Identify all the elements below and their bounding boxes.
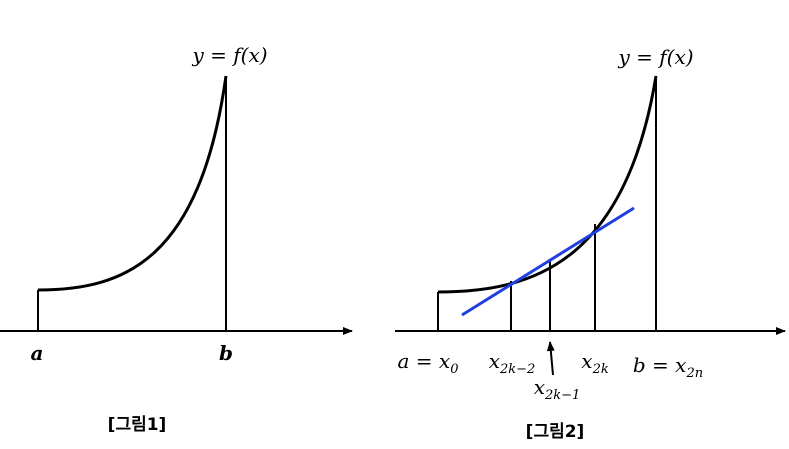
curve-label: y = f(x) (617, 45, 693, 69)
point-label: b = x2n (633, 353, 703, 381)
curve-label: y = f(x) (191, 43, 267, 67)
label-base: x (489, 349, 500, 373)
curve (437, 75, 658, 294)
label-sub: 2n (685, 366, 703, 381)
point-label: a = x0 (398, 349, 459, 377)
label-b: b (219, 341, 233, 365)
point-label: x2k (581, 349, 609, 377)
pointer-arrow (546, 341, 555, 376)
caption: [그림1] (108, 415, 167, 435)
figure-2 (395, 75, 786, 376)
caption: [그림2] (526, 422, 585, 442)
label-base: x (581, 349, 592, 373)
label-sub: 2k−2 (499, 362, 535, 377)
figure-1 (0, 75, 353, 335)
label-a: a (31, 341, 44, 365)
tangent-line (461, 206, 635, 317)
label-base: a = x (398, 349, 451, 373)
curve (37, 75, 228, 292)
label-sub: 0 (450, 362, 458, 377)
point-label: x2k−1 (534, 375, 581, 403)
point-label: x2k−2 (489, 349, 536, 377)
label-base: x (534, 375, 545, 399)
label-base: b = x (633, 353, 687, 377)
label-sub: 2k−1 (544, 388, 580, 403)
label-sub: 2k (592, 362, 609, 377)
